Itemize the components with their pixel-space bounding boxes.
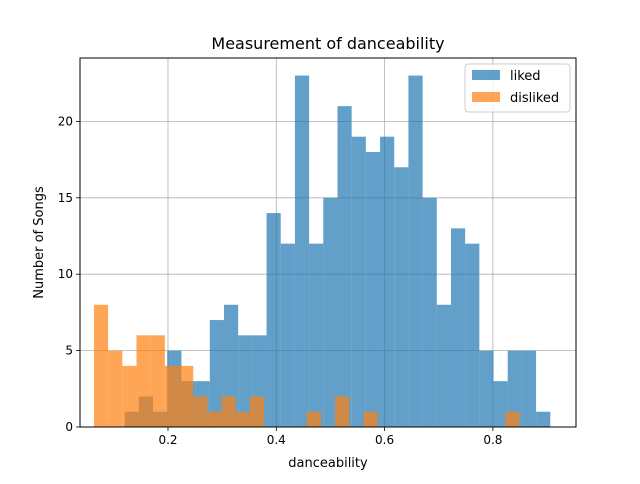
bar-liked-13 [309, 243, 324, 427]
legend-swatch-disliked [472, 92, 500, 102]
bar-disliked-0 [93, 304, 109, 427]
bar-disliked-8 [207, 411, 222, 427]
x-tick-label-1: 0.4 [267, 433, 286, 447]
bar-liked-16 [351, 136, 366, 427]
x-tick-label-3: 0.8 [483, 433, 502, 447]
chart-title: Measurement of danceability [211, 34, 444, 53]
bar-liked-28 [521, 350, 537, 427]
bar-disliked-6 [179, 365, 194, 427]
bar-liked-6 [209, 320, 224, 427]
x-tick-label-0: 0.2 [158, 433, 177, 447]
bar-disliked-2 [122, 365, 137, 427]
bar-liked-26 [493, 381, 508, 427]
x-tick-label-2: 0.6 [375, 433, 394, 447]
bar-liked-20 [408, 75, 423, 428]
bar-liked-25 [479, 350, 494, 427]
bar-liked-10 [266, 213, 281, 427]
bar-liked-27 [507, 350, 522, 427]
y-axis-label: Number of Songs [32, 186, 47, 299]
bar-disliked-15 [306, 411, 321, 427]
bar-liked-17 [365, 151, 381, 428]
legend-label-liked: liked [510, 69, 541, 84]
legend-label-disliked: disliked [510, 91, 559, 106]
y-tick-label-1: 5 [65, 344, 73, 358]
bar-disliked-17 [335, 396, 350, 427]
bar-disliked-3 [136, 335, 151, 427]
bar-disliked-10 [235, 411, 250, 427]
bar-liked-19 [394, 167, 409, 427]
ticks: 0.2 0.4 0.6 0.8 0 5 10 15 20 [58, 114, 503, 447]
bar-disliked-4 [150, 335, 165, 427]
bar-liked-24 [465, 243, 480, 427]
bar-liked-21 [422, 197, 437, 427]
legend-swatch-liked [472, 70, 500, 80]
bar-disliked-11 [249, 396, 265, 427]
bar-disliked-7 [193, 396, 208, 427]
bar-liked-12 [294, 75, 310, 428]
bar-liked-29 [536, 411, 551, 427]
bar-disliked-29 [505, 411, 520, 427]
bar-liked-18 [380, 136, 395, 427]
bar-liked-15 [337, 106, 352, 427]
bar-liked-14 [323, 197, 338, 427]
bar-disliked-5 [164, 365, 180, 427]
bar-disliked-1 [108, 350, 123, 427]
bar-disliked-19 [363, 411, 378, 427]
legend: liked disliked [464, 63, 571, 113]
bar-liked-23 [450, 228, 466, 427]
bar-liked-11 [280, 243, 295, 427]
y-tick-label-3: 15 [58, 191, 73, 205]
bar-liked-22 [436, 304, 451, 427]
y-tick-label-4: 20 [58, 114, 73, 128]
y-tick-label-0: 0 [65, 420, 73, 434]
plot-frame [79, 57, 577, 428]
y-tick-label-2: 10 [58, 267, 73, 281]
bar-liked-8 [238, 335, 253, 427]
bars [93, 75, 551, 428]
x-axis-label: danceability [288, 456, 368, 471]
bar-disliked-9 [221, 396, 236, 427]
